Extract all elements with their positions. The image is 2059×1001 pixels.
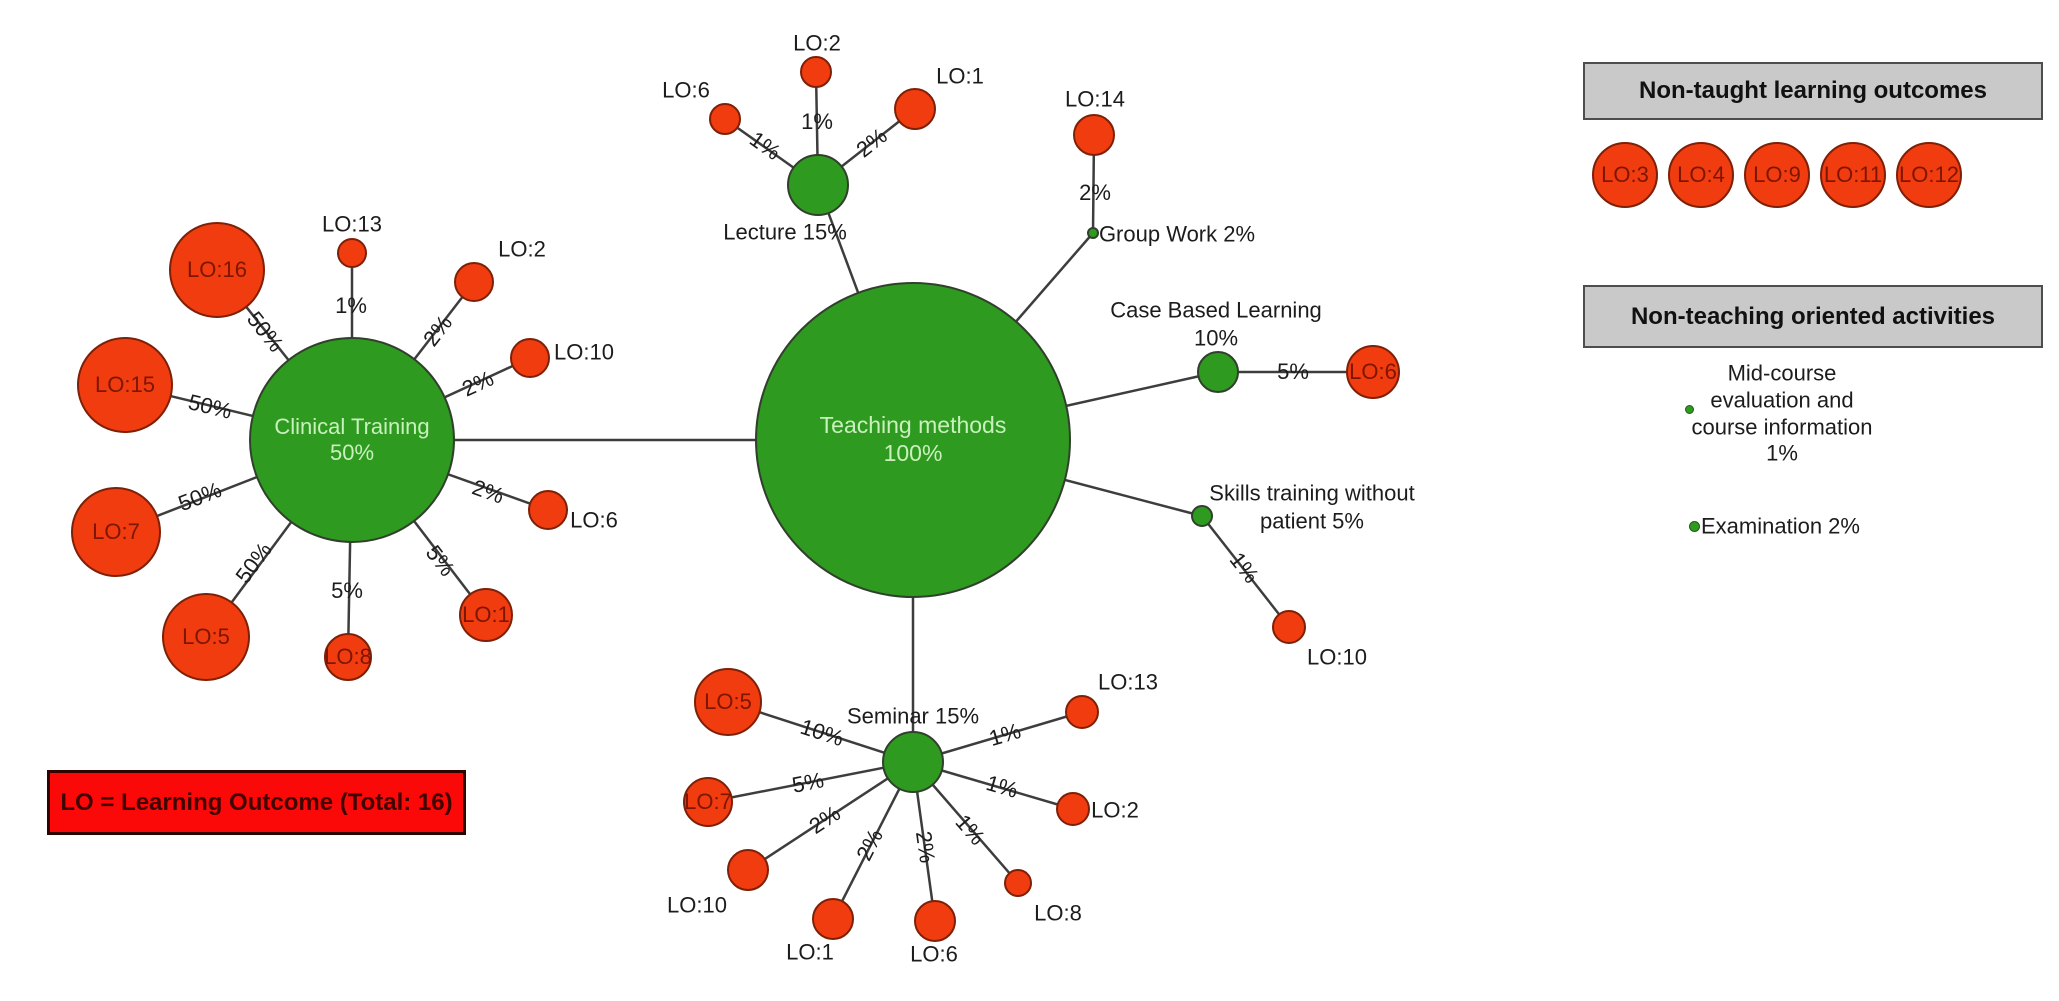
- node-clinical-lo1: LO:1: [459, 588, 513, 642]
- node-skills-lo10-label: LO:10: [1307, 644, 1367, 670]
- node-teaching-methods: Teaching methods 100%: [755, 282, 1071, 598]
- node-clinical-lo8: LO:8: [324, 633, 372, 681]
- non-taught-outcome-label: LO:9: [1753, 162, 1801, 187]
- node-lecture-lo6-label: LO:6: [662, 77, 710, 103]
- node-clinical-lo2: [454, 262, 494, 302]
- node-seminar-lo13-label: LO:13: [1098, 669, 1158, 695]
- node-seminar-lo10-label: LO:10: [667, 892, 727, 918]
- non-taught-header: Non-taught learning outcomes: [1583, 62, 2043, 120]
- node-clinical-lo5-label: LO:5: [182, 623, 230, 649]
- mid-course-dot-icon: [1685, 405, 1694, 414]
- node-seminar-lo5: LO:5: [694, 668, 762, 736]
- node-lecture-label: Lecture 15%: [723, 219, 847, 245]
- node-clinical-lo16-label: LO:16: [187, 256, 247, 282]
- non-taught-outcome-label: LO:11: [1823, 162, 1883, 187]
- mid-course-evaluation-label: Mid-course evaluation and course informa…: [1691, 360, 1873, 466]
- non-taught-outcome-circle: LO:12: [1896, 142, 1962, 208]
- non-taught-outcome-label: LO:4: [1677, 162, 1725, 187]
- node-lecture-lo1: [894, 88, 936, 130]
- node-clinical-lo1-label: LO:1: [462, 601, 510, 627]
- node-clinical-lo7: LO:7: [71, 487, 161, 577]
- node-lecture: [787, 154, 849, 216]
- node-lecture-lo2-label: LO:2: [793, 30, 841, 56]
- node-lecture-lo1-label: LO:1: [936, 63, 984, 89]
- node-seminar-lo10: [727, 849, 769, 891]
- non-taught-outcome-circle: LO:9: [1744, 142, 1810, 208]
- non-taught-outcome-circle: LO:11: [1820, 142, 1886, 208]
- non-taught-outcome-circle: LO:4: [1668, 142, 1734, 208]
- node-skills-training-without-patient: [1191, 505, 1213, 527]
- edge-weight-label: 5%: [1277, 359, 1309, 384]
- node-clinical-lo6: [528, 490, 568, 530]
- node-seminar-lo1-label: LO:1: [786, 939, 834, 965]
- non-teaching-title: Non-teaching oriented activities: [1630, 302, 1996, 330]
- node-seminar-lo13: [1065, 695, 1099, 729]
- node-lecture-lo2: [800, 56, 832, 88]
- node-seminar-lo2: [1056, 792, 1090, 826]
- node-clinical-lo2-label: LO:2: [498, 236, 546, 262]
- node-seminar-lo1: [812, 898, 854, 940]
- non-taught-outcome-circle: LO:3: [1592, 142, 1658, 208]
- edge-seminar-sem-lo10: [747, 760, 914, 872]
- legend-box: LO = Learning Outcome (Total: 16): [47, 770, 466, 835]
- node-group-work-label: Group Work 2%: [1098, 221, 1256, 247]
- node-clinical-training-label: Clinical Training 50%: [274, 413, 430, 465]
- node-seminar-lo7: LO:7: [683, 777, 733, 827]
- edge-weight-label: 1%: [335, 293, 367, 318]
- examination-label: Examination 2%: [1701, 513, 1860, 539]
- node-skills-training-without-patient-label: Skills training without patient 5%: [1209, 480, 1415, 534]
- node-groupwork-lo14: [1073, 114, 1115, 156]
- node-clinical-lo7-label: LO:7: [92, 518, 140, 544]
- node-clinical-lo5: LO:5: [162, 593, 250, 681]
- edge-weight-label: 2%: [910, 829, 941, 865]
- node-cbl-lo6-label: LO:6: [1349, 358, 1397, 384]
- node-clinical-lo8-label: LO:8: [324, 643, 372, 669]
- node-seminar-lo8-label: LO:8: [1034, 900, 1082, 926]
- node-clinical-lo6-label: LO:6: [570, 507, 618, 533]
- node-seminar-lo6: [914, 900, 956, 942]
- node-clinical-lo16: LO:16: [169, 222, 265, 318]
- node-clinical-training: Clinical Training 50%: [249, 337, 455, 543]
- node-clinical-lo10-label: LO:10: [554, 339, 614, 365]
- node-clinical-lo10: [510, 338, 550, 378]
- node-seminar: [882, 731, 944, 793]
- node-clinical-lo15-label: LO:15: [95, 371, 155, 397]
- edge-weight-label: 2%: [1079, 180, 1111, 205]
- non-taught-outcome-label: LO:3: [1601, 162, 1649, 187]
- node-groupwork-lo14-label: LO:14: [1065, 86, 1125, 112]
- node-skills-lo10: [1272, 610, 1306, 644]
- node-seminar-lo7-label: LO:7: [684, 788, 732, 814]
- node-lecture-lo6: [709, 103, 741, 135]
- node-teaching-methods-label: Teaching methods 100%: [819, 412, 1007, 466]
- edge-skills-sk-lo10: [1201, 515, 1290, 628]
- non-taught-outcome-label: LO:12: [1899, 162, 1959, 187]
- non-taught-outcomes-row: LO:3 LO:4 LO:9 LO:11 LO:12: [1592, 142, 1962, 208]
- node-cbl-lo6: LO:6: [1346, 345, 1400, 399]
- node-seminar-lo2-label: LO:2: [1091, 797, 1139, 823]
- node-case-based-learning: [1197, 351, 1239, 393]
- edge-weight-label: 5%: [331, 578, 363, 603]
- node-seminar-lo8: [1004, 869, 1032, 897]
- edge-seminar-sem-lo7: [707, 760, 914, 804]
- node-seminar-lo6-label: LO:6: [910, 941, 958, 967]
- node-seminar-label: Seminar 15%: [846, 703, 980, 729]
- node-seminar-lo5-label: LO:5: [704, 688, 752, 714]
- non-taught-title: Non-taught learning outcomes: [1639, 77, 1987, 104]
- non-teaching-header: Non-teaching oriented activities: [1583, 285, 2043, 348]
- node-group-work: [1087, 227, 1099, 239]
- examination-dot-icon: [1689, 521, 1700, 532]
- edge-weight-label: 1%: [801, 109, 833, 134]
- node-clinical-lo15: LO:15: [77, 337, 173, 433]
- node-case-based-learning-label: Case Based Learning 10%: [1110, 297, 1322, 351]
- node-clinical-lo13: [337, 238, 367, 268]
- node-clinical-lo13-label: LO:13: [322, 211, 382, 237]
- legend-text: LO = Learning Outcome (Total: 16): [60, 788, 453, 816]
